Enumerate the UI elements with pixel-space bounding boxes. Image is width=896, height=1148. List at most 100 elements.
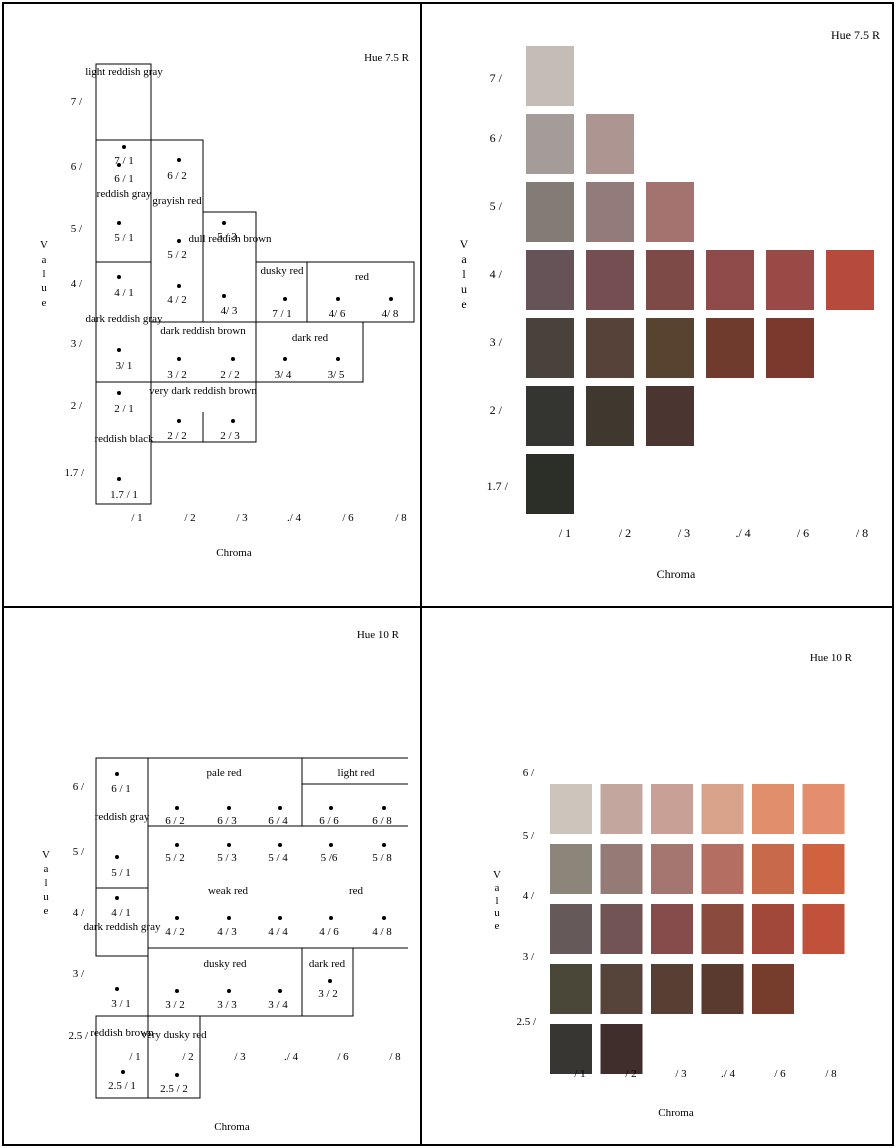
color-chip xyxy=(752,844,794,894)
svg-text:a: a xyxy=(42,254,47,266)
value-ticks: 6 / 5 / 4 / 3 / 2.5 / xyxy=(68,781,89,1042)
svg-text:3 / 2: 3 / 2 xyxy=(167,369,187,381)
svg-text:3/ 4: 3/ 4 xyxy=(275,369,292,381)
svg-text:5 / 2: 5 / 2 xyxy=(167,249,187,261)
chroma-tick: / 8 xyxy=(856,526,868,540)
svg-text:6 / 1: 6 / 1 xyxy=(111,783,131,795)
notations: 7 / 1 6 / 1 6 / 2 5 / 1 5 / 2 5 / 3 4 / … xyxy=(110,145,399,501)
color-name: dark red xyxy=(309,958,346,970)
svg-text:e: e xyxy=(461,297,466,311)
color-name: light red xyxy=(338,767,375,779)
value-tick: 6 / xyxy=(490,131,503,145)
color-chip xyxy=(600,844,643,894)
value-tick: 1.7 / xyxy=(64,467,85,479)
chroma-tick: / 3 xyxy=(234,1051,246,1063)
value-ticks: 7 / 6 / 5 / 4 / 3 / 2 / 1.7 / xyxy=(64,96,85,479)
color-name: reddish gray xyxy=(95,811,150,823)
svg-text:4 / 8: 4 / 8 xyxy=(372,926,392,938)
svg-text:4 / 3: 4 / 3 xyxy=(217,926,237,938)
color-chip xyxy=(802,784,845,834)
color-name: reddish brown xyxy=(90,1027,154,1039)
color-chip xyxy=(550,844,592,894)
color-name: dark reddish brown xyxy=(160,325,246,337)
chroma-tick: ./ 4 xyxy=(287,512,302,524)
chroma-tick: / 6 xyxy=(337,1051,349,1063)
color-chip xyxy=(802,844,845,894)
svg-text:1.7 / 1: 1.7 / 1 xyxy=(110,489,138,501)
color-chip xyxy=(526,250,574,310)
hue-label: Hue 10 R xyxy=(357,629,400,641)
chroma-tick: / 8 xyxy=(825,1068,837,1080)
color-chip xyxy=(826,250,874,310)
svg-text:2 / 1: 2 / 1 xyxy=(114,403,134,415)
svg-text:V: V xyxy=(40,239,48,251)
svg-text:l: l xyxy=(44,877,47,889)
chroma-tick: / 6 xyxy=(342,512,354,524)
color-name: grayish red xyxy=(152,195,202,207)
color-chip xyxy=(550,964,592,1014)
svg-text:6 / 8: 6 / 8 xyxy=(372,815,392,827)
value-tick: 5 / xyxy=(523,830,535,842)
value-tick: 4 / xyxy=(71,278,83,290)
value-tick: 6 / xyxy=(71,161,83,173)
value-ticks: 6 / 5 / 4 / 3 / 2.5 / xyxy=(516,767,537,1028)
value-tick: 5 / xyxy=(73,846,85,858)
svg-text:2.5 / 2: 2.5 / 2 xyxy=(160,1083,188,1095)
value-tick: 3 / xyxy=(71,338,83,350)
svg-text:e: e xyxy=(44,905,49,917)
color-name: red xyxy=(349,885,364,897)
svg-text:4 / 2: 4 / 2 xyxy=(165,926,185,938)
svg-text:u: u xyxy=(461,282,467,296)
hue-label: Hue 7.5 R xyxy=(831,28,880,42)
chroma-ticks: / 1 / 2 / 3 ./ 4 / 6 / 8 xyxy=(131,512,407,524)
chroma-axis-label: Chroma xyxy=(214,1121,250,1133)
color-name: pale red xyxy=(206,767,242,779)
color-chip xyxy=(550,784,592,834)
svg-text:7 / 1: 7 / 1 xyxy=(272,308,292,320)
svg-text:e: e xyxy=(495,920,500,932)
chroma-tick: / 6 xyxy=(797,526,809,540)
chroma-tick: / 1 xyxy=(574,1068,585,1080)
color-chip xyxy=(586,182,634,242)
color-name: dark reddish gray xyxy=(84,921,161,933)
value-tick: 2.5 / xyxy=(68,1030,89,1042)
svg-text:V: V xyxy=(493,869,501,881)
color-chip xyxy=(706,318,754,378)
chroma-tick: / 2 xyxy=(184,512,195,524)
svg-text:l: l xyxy=(495,895,498,907)
chroma-tick: / 8 xyxy=(395,512,407,524)
svg-text:3 / 2: 3 / 2 xyxy=(165,999,185,1011)
svg-text:l: l xyxy=(42,268,45,280)
svg-text:6 / 4: 6 / 4 xyxy=(268,815,288,827)
svg-text:4 / 1: 4 / 1 xyxy=(111,907,131,919)
svg-text:l: l xyxy=(462,267,466,281)
color-chip xyxy=(526,386,574,446)
color-chip xyxy=(600,964,643,1014)
color-name: dusky red xyxy=(260,265,304,277)
color-chip xyxy=(526,182,574,242)
value-tick: 6 / xyxy=(73,781,85,793)
value-tick: 7 / xyxy=(490,71,503,85)
chip-grid xyxy=(550,784,845,1074)
color-chip xyxy=(766,250,814,310)
chroma-tick: / 2 xyxy=(619,526,631,540)
svg-text:u: u xyxy=(43,891,49,903)
color-name: reddish black xyxy=(95,433,154,445)
chroma-tick: ./ 4 xyxy=(284,1051,299,1063)
color-chip xyxy=(701,844,744,894)
value-tick: 7 / xyxy=(71,96,83,108)
svg-text:4 / 2: 4 / 2 xyxy=(167,294,187,306)
svg-text:u: u xyxy=(41,282,47,294)
color-name: weak red xyxy=(208,885,249,897)
svg-text:3/ 5: 3/ 5 xyxy=(328,369,345,381)
value-tick: 1.7 / xyxy=(487,479,509,493)
value-tick: 6 / xyxy=(523,767,535,779)
color-chip xyxy=(526,454,574,514)
color-chip xyxy=(600,1024,643,1074)
color-chip xyxy=(766,318,814,378)
